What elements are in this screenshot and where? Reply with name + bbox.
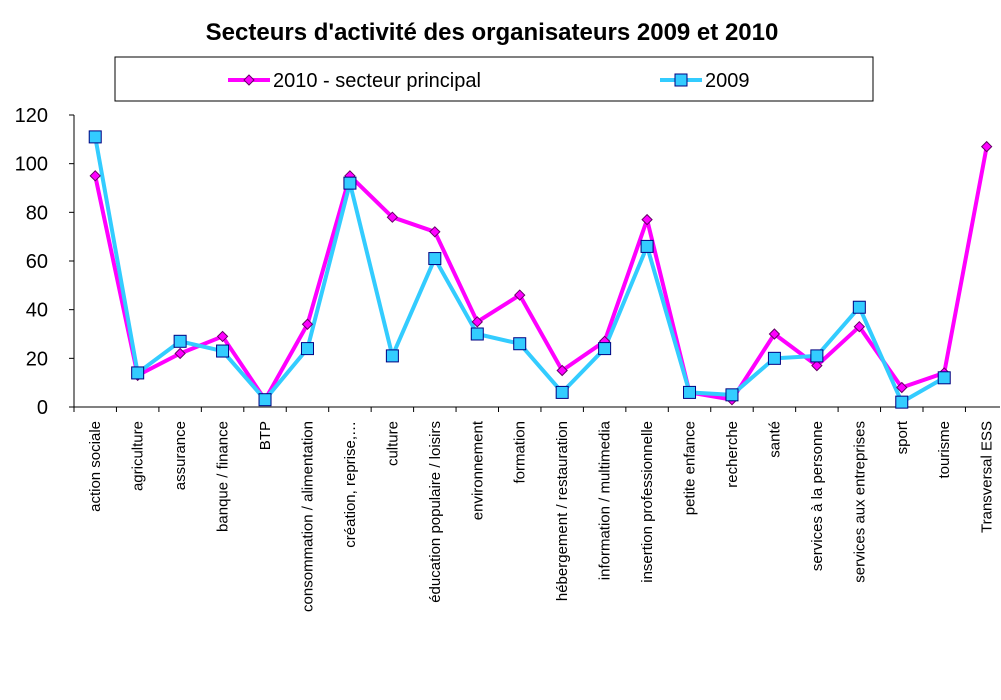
x-tick-label: information / multimedia xyxy=(597,420,614,580)
legend-marker xyxy=(674,73,688,87)
legend-label: 2009 xyxy=(705,70,750,92)
y-tick-label: 20 xyxy=(26,348,48,370)
y-tick-label: 0 xyxy=(37,397,48,419)
marker xyxy=(641,213,653,226)
legend-label: 2010 - secteur principal xyxy=(273,70,481,92)
x-tick-label: création, reprise,… xyxy=(342,421,359,548)
marker xyxy=(980,140,993,153)
x-tick-label: assurance xyxy=(172,421,189,490)
x-tick-label: action sociale xyxy=(87,421,104,512)
x-tick-label: agriculture xyxy=(130,421,147,491)
marker xyxy=(640,239,654,253)
marker xyxy=(88,130,102,144)
chart-title: Secteurs d'activité des organisateurs 20… xyxy=(206,19,779,46)
marker xyxy=(89,170,101,182)
marker xyxy=(768,328,781,340)
x-tick-label: culture xyxy=(384,421,401,466)
x-tick-label: hébergement / restauration xyxy=(554,421,571,601)
marker xyxy=(258,393,272,407)
marker xyxy=(896,381,908,394)
y-tick-label: 40 xyxy=(26,300,48,322)
y-tick-label: 120 xyxy=(15,105,48,127)
legend-marker xyxy=(243,74,255,86)
marker xyxy=(811,359,823,372)
marker xyxy=(301,318,314,330)
y-tick-label: 100 xyxy=(15,154,48,176)
x-tick-label: BTP xyxy=(257,421,274,450)
marker xyxy=(131,366,145,380)
marker xyxy=(555,385,569,399)
marker xyxy=(725,388,739,402)
marker xyxy=(937,371,951,385)
x-tick-label: insertion professionnelle xyxy=(639,421,656,583)
y-tick-label: 60 xyxy=(26,251,48,273)
marker xyxy=(429,226,441,238)
marker xyxy=(173,334,187,348)
marker xyxy=(556,364,568,377)
x-tick-label: Transversal ESS xyxy=(979,421,996,533)
x-tick-label: santé xyxy=(766,421,783,458)
x-tick-label: environnement xyxy=(469,420,486,520)
marker xyxy=(343,176,357,190)
x-tick-label: services à la personne xyxy=(809,421,826,571)
marker xyxy=(895,395,909,409)
x-tick-label: consommation / alimentation xyxy=(299,421,316,612)
marker xyxy=(174,347,186,360)
x-tick-label: tourisme xyxy=(936,421,953,479)
marker xyxy=(216,344,230,358)
marker xyxy=(853,320,866,333)
y-tick-label: 80 xyxy=(26,202,48,224)
marker xyxy=(513,337,527,351)
marker xyxy=(300,342,314,356)
marker xyxy=(216,330,229,343)
x-tick-label: recherche xyxy=(724,421,741,488)
marker xyxy=(386,211,399,223)
marker xyxy=(598,342,612,356)
marker xyxy=(428,252,442,266)
marker xyxy=(385,349,399,363)
series-line xyxy=(93,146,989,402)
x-tick-label: éducation populaire / loisirs xyxy=(427,421,444,603)
marker xyxy=(471,316,483,328)
x-tick-label: services aux entreprises xyxy=(851,421,868,583)
marker xyxy=(470,327,484,341)
x-tick-label: banque / finance xyxy=(215,421,232,532)
marker xyxy=(810,349,824,363)
x-tick-label: sport xyxy=(894,420,911,454)
x-tick-label: formation xyxy=(512,421,529,484)
marker xyxy=(767,351,781,365)
marker xyxy=(514,289,526,301)
marker xyxy=(683,385,697,399)
x-tick-label: petite enfance xyxy=(682,421,699,515)
marker xyxy=(852,300,866,314)
